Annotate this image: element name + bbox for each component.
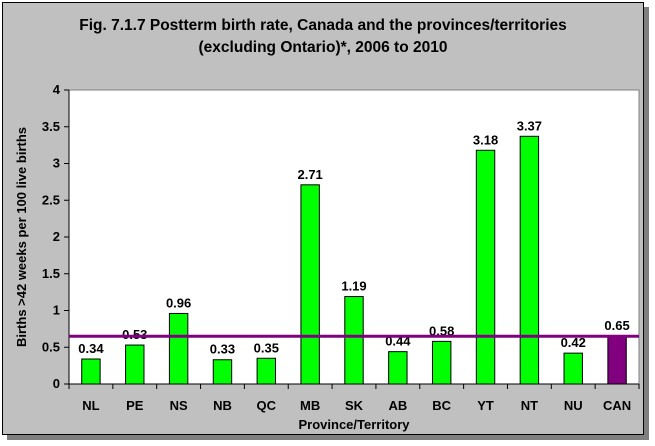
bar-bc xyxy=(431,340,452,385)
bar-value-label-nb: 0.33 xyxy=(210,342,235,357)
chart-frame: Fig. 7.1.7 Postterm birth rate, Canada a… xyxy=(2,2,644,435)
y-tick-label: 3.5 xyxy=(42,119,60,134)
chart-title-line1: Fig. 7.1.7 Postterm birth rate, Canada a… xyxy=(79,17,567,34)
bar-value-label-bc: 0.58 xyxy=(429,323,454,338)
bar-ns xyxy=(168,312,189,385)
bar-value-label-can: 0.65 xyxy=(604,318,629,333)
bar-value-label-qc: 0.35 xyxy=(254,340,279,355)
bar-value-labels: 0.340.530.960.33 0.352.711.190.440.583.18… xyxy=(78,118,629,356)
bar-value-label-nt: 3.37 xyxy=(517,118,542,133)
bar-value-label-mb: 2.71 xyxy=(297,167,322,182)
bar-chart: 0 0.5 1 1.5 2 2.5 3 3.5 4 0.34 0.53 0.96 0.33 0.35 2.… xyxy=(14,82,640,432)
y-tick-label: 0 xyxy=(53,376,60,391)
y-tick-label: 1 xyxy=(53,303,60,318)
bar-yt xyxy=(475,149,496,385)
y-tick-label: 3 xyxy=(53,156,60,171)
chart-title: Fig. 7.1.7 Postterm birth rate, Canada a… xyxy=(3,15,643,59)
bar-nb xyxy=(212,359,233,385)
y-axis: 0 0.5 1 1.5 2 2.5 3 3.5 4 xyxy=(42,82,70,391)
bar-value-label-sk: 1.19 xyxy=(341,279,366,294)
bar-nu xyxy=(563,352,583,385)
bar-qc xyxy=(256,357,277,385)
x-tick-label-qc: QC xyxy=(257,398,277,413)
y-tick-label: 2 xyxy=(53,229,60,244)
bar-value-label-nu: 0.42 xyxy=(561,335,586,350)
x-tick-label-yt: YT xyxy=(477,398,494,413)
x-tick-label-nb: NB xyxy=(213,398,232,413)
y-axis-label: Births >42 weeks per 100 live births xyxy=(14,127,29,347)
y-tick-label: 1.5 xyxy=(42,266,60,281)
bar-pe xyxy=(125,344,145,385)
bars xyxy=(81,135,627,385)
bar-value-label-yt: 3.18 xyxy=(473,132,498,147)
bar-nl xyxy=(81,358,101,385)
bar-nt xyxy=(519,135,540,385)
x-tick-label-ab: AB xyxy=(388,398,407,413)
x-tick-label-sk: SK xyxy=(345,398,364,413)
x-tick-label-mb: MB xyxy=(300,398,320,413)
bar-value-label-ns: 0.96 xyxy=(166,295,191,310)
x-tick-label-pe: PE xyxy=(126,398,144,413)
bar-value-label-pe: 0.53 xyxy=(122,327,147,342)
y-tick-label: 4 xyxy=(53,82,61,97)
x-tick-label-nl: NL xyxy=(82,398,99,413)
y-tick-label: 2.5 xyxy=(42,192,60,207)
bar-mb xyxy=(300,184,320,385)
x-axis: NL PE NS NB QC MB SK AB BC YT NT NU CAN xyxy=(68,383,640,413)
y-tick-label: 0.5 xyxy=(42,339,60,354)
chart-title-line2: (excluding Ontario)*, 2006 to 2010 xyxy=(198,39,448,56)
x-tick-label-ns: NS xyxy=(170,398,188,413)
bar-can xyxy=(607,335,627,385)
x-tick-label-can: CAN xyxy=(603,398,631,413)
bar-ab xyxy=(388,351,408,385)
x-tick-label-nt: NT xyxy=(521,398,538,413)
x-axis-label: Province/Territory xyxy=(298,417,410,432)
bar-sk xyxy=(344,296,364,385)
x-tick-label-nu: NU xyxy=(564,398,583,413)
bar-value-label-nl: 0.34 xyxy=(78,341,104,356)
x-tick-label-bc: BC xyxy=(432,398,451,413)
